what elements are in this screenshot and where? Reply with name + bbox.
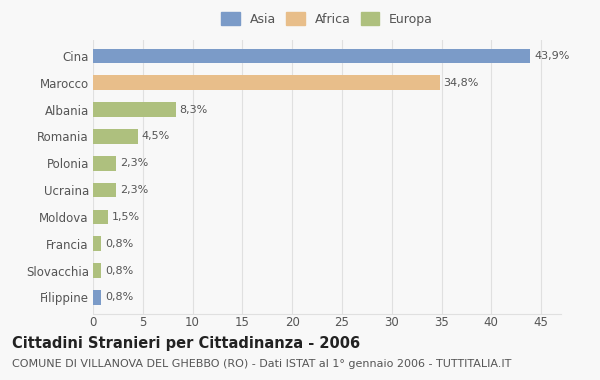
Text: 8,3%: 8,3% bbox=[179, 105, 208, 115]
Text: 4,5%: 4,5% bbox=[142, 131, 170, 141]
Text: COMUNE DI VILLANOVA DEL GHEBBO (RO) - Dati ISTAT al 1° gennaio 2006 - TUTTITALIA: COMUNE DI VILLANOVA DEL GHEBBO (RO) - Da… bbox=[12, 359, 511, 369]
Text: Cittadini Stranieri per Cittadinanza - 2006: Cittadini Stranieri per Cittadinanza - 2… bbox=[12, 336, 360, 351]
Legend: Asia, Africa, Europa: Asia, Africa, Europa bbox=[218, 10, 436, 28]
Text: 0,8%: 0,8% bbox=[105, 239, 133, 249]
Bar bbox=[93, 129, 138, 144]
Bar bbox=[93, 156, 116, 171]
Text: 2,3%: 2,3% bbox=[120, 185, 148, 195]
Bar bbox=[93, 102, 176, 117]
Bar bbox=[93, 76, 440, 90]
Bar bbox=[93, 49, 530, 63]
Text: 2,3%: 2,3% bbox=[120, 158, 148, 168]
Text: 34,8%: 34,8% bbox=[443, 78, 479, 88]
Text: 1,5%: 1,5% bbox=[112, 212, 140, 222]
Text: 0,8%: 0,8% bbox=[105, 292, 133, 302]
Bar bbox=[93, 183, 116, 198]
Bar bbox=[93, 290, 101, 305]
Bar bbox=[93, 209, 108, 224]
Bar bbox=[93, 236, 101, 251]
Text: 0,8%: 0,8% bbox=[105, 266, 133, 276]
Bar bbox=[93, 263, 101, 278]
Text: 43,9%: 43,9% bbox=[534, 51, 569, 61]
